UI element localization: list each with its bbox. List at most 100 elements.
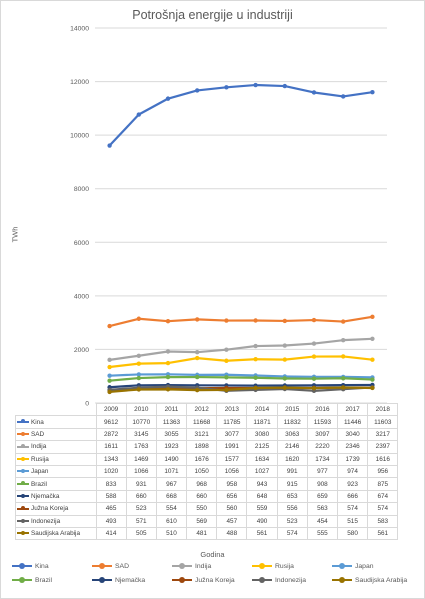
y-tick-label: 6000: [74, 240, 89, 247]
x-axis-label: Godina: [200, 550, 225, 559]
data-point: [136, 353, 141, 358]
y-tick-label: 8000: [74, 186, 89, 193]
data-point: [136, 361, 141, 366]
table-cell: 1634: [246, 452, 278, 466]
legend-key: [17, 431, 29, 436]
table-cell: 561: [367, 526, 399, 541]
legend-label: Saudijska Arabija: [355, 577, 408, 584]
table-cell: 2346: [336, 440, 369, 454]
table-row: Rusija 1343 1469 1490 1676 1577 1634 1620 1734 17…: [15, 452, 399, 466]
table-cell: 1676: [186, 452, 218, 466]
table-cell: 556: [276, 502, 308, 516]
table-cell: 523: [276, 514, 308, 528]
table-year-header: 2013: [216, 402, 248, 417]
table-cell: 9612: [95, 415, 127, 429]
series-name: Japan: [31, 468, 49, 476]
data-point: [341, 376, 346, 381]
data-point: [136, 316, 141, 321]
data-point: [224, 375, 229, 380]
table-row-label: Njemačka: [15, 489, 97, 504]
legend-key: [17, 493, 29, 498]
data-point: [370, 336, 375, 341]
table-cell: 2872: [95, 427, 127, 442]
data-point: [311, 317, 317, 323]
series-line: [109, 375, 373, 382]
legend-label: Kina: [35, 563, 49, 570]
gridlines: [95, 27, 387, 404]
table-cell: 574: [276, 526, 308, 541]
table-row: Japan 1020 1066 1071 1050 1056 1027 991 977 974 95…: [15, 464, 399, 479]
legend-line-icon: [172, 577, 192, 584]
series-line: [109, 315, 373, 328]
table-row: Južna Koreja 465 523 554 550 560 559 556 563 574 5…: [15, 502, 399, 516]
y-tick-label: 14000: [70, 26, 89, 33]
table-cell: 3145: [125, 427, 157, 442]
legend-key: [17, 444, 29, 449]
data-point: [253, 318, 258, 323]
table-cell: 561: [246, 526, 278, 541]
data-point: [107, 373, 112, 378]
legend-item: Indonezija: [252, 577, 306, 584]
table-cell: 653: [276, 489, 308, 504]
data-point: [107, 323, 112, 329]
data-point: [195, 387, 200, 393]
data-point: [107, 389, 112, 395]
data-point: [282, 376, 287, 381]
legend-label: Rusija: [275, 563, 294, 570]
legend-label: SAD: [115, 563, 129, 570]
series-rusija: [107, 354, 375, 370]
data-point: [341, 354, 346, 359]
data-point: [341, 319, 346, 324]
data-point: [195, 374, 200, 380]
table-cell: 1020: [95, 464, 127, 479]
legend-line-icon: [12, 563, 32, 570]
table-cell: 666: [336, 489, 369, 504]
y-tick-label: 12000: [70, 79, 89, 86]
data-point: [224, 358, 229, 363]
data-point: [311, 385, 317, 391]
table-row: SAD 2872 3145 3055 3121 3077 3080 3063 3097 3040 3…: [15, 427, 399, 442]
table-cell: 659: [306, 489, 339, 504]
data-point: [195, 88, 200, 93]
table-cell: 908: [306, 477, 339, 491]
data-point: [224, 387, 229, 393]
table-cell: 3063: [276, 427, 308, 442]
legend-item: Brazil: [12, 577, 52, 584]
series-name: Brazil: [31, 480, 47, 488]
data-point: [282, 83, 287, 89]
table-year-header: 2012: [186, 402, 218, 417]
table-cell: 660: [125, 489, 157, 504]
table-cell: 1056: [216, 464, 248, 479]
table-cell: 1050: [186, 464, 218, 479]
series-line: [109, 383, 373, 389]
table-row-label: Južna Koreja: [15, 502, 97, 516]
table-cell: 515: [336, 514, 369, 528]
table-cell: 465: [95, 502, 127, 516]
legend-key: [17, 506, 29, 511]
table-row-label: Indonezija: [15, 514, 97, 528]
data-point: [107, 357, 112, 363]
data-point: [341, 94, 346, 99]
table-cell: 2125: [246, 440, 278, 454]
data-point: [136, 387, 141, 392]
table-cell: 490: [246, 514, 278, 528]
table-cell: 574: [336, 502, 369, 516]
table-cell: 956: [367, 464, 399, 479]
table-cell: 668: [155, 489, 188, 504]
table-year-header: 2015: [276, 402, 308, 417]
table-cell: 580: [336, 526, 369, 541]
series-name: Njemačka: [31, 492, 60, 500]
data-point: [136, 375, 141, 381]
data-point: [282, 318, 287, 324]
data-point: [253, 375, 258, 380]
y-tick-label: 4000: [74, 293, 89, 300]
legend-item: SAD: [92, 563, 129, 570]
table-cell: 1066: [125, 464, 157, 479]
table-cell: 550: [186, 502, 218, 516]
table-cell: 414: [95, 526, 127, 541]
table-row: Saudijska Arabija 414 505 510 481 488 561 574 55…: [15, 526, 399, 541]
legend-line-icon: [92, 577, 112, 584]
data-point: [311, 90, 317, 95]
table-cell: 559: [246, 502, 278, 516]
